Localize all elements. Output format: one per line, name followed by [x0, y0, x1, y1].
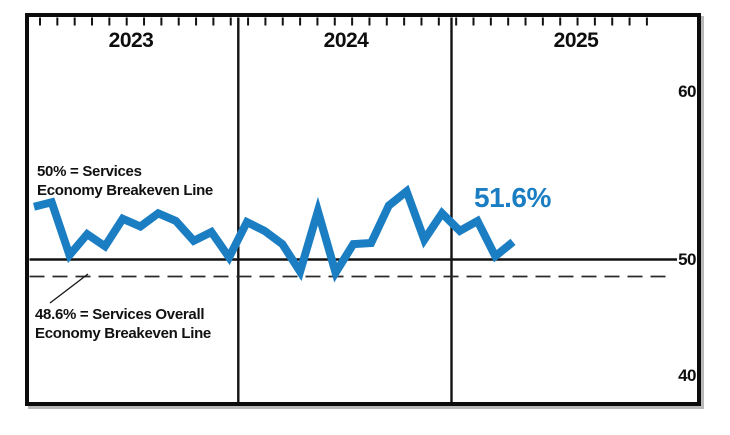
x-axis-year-2024: 2024: [323, 29, 369, 52]
chart-frame: [25, 13, 701, 406]
x-axis-year-2025: 2025: [553, 29, 599, 52]
services-breakeven-line2: Economy Breakeven Line: [37, 182, 213, 199]
latest-value-label: 51.6%: [474, 182, 551, 213]
y-axis-tick-50: 50: [678, 250, 696, 269]
overall-breakeven-annotation: 48.6% = Services Overall Economy Breakev…: [35, 305, 211, 343]
overall-breakeven-line2: Economy Breakeven Line: [35, 325, 211, 342]
y-axis-tick-40: 40: [678, 366, 696, 385]
services-breakeven-line1: 50% = Services: [37, 163, 142, 180]
overall-breakeven-line1: 48.6% = Services Overall: [35, 306, 205, 323]
y-axis-tick-60: 60: [678, 82, 696, 101]
pmi-data-line: [33, 184, 516, 283]
x-axis-year-2023: 2023: [108, 29, 154, 52]
callout-line: [49, 273, 89, 304]
services-breakeven-annotation: 50% = Services Economy Breakeven Line: [37, 162, 213, 200]
